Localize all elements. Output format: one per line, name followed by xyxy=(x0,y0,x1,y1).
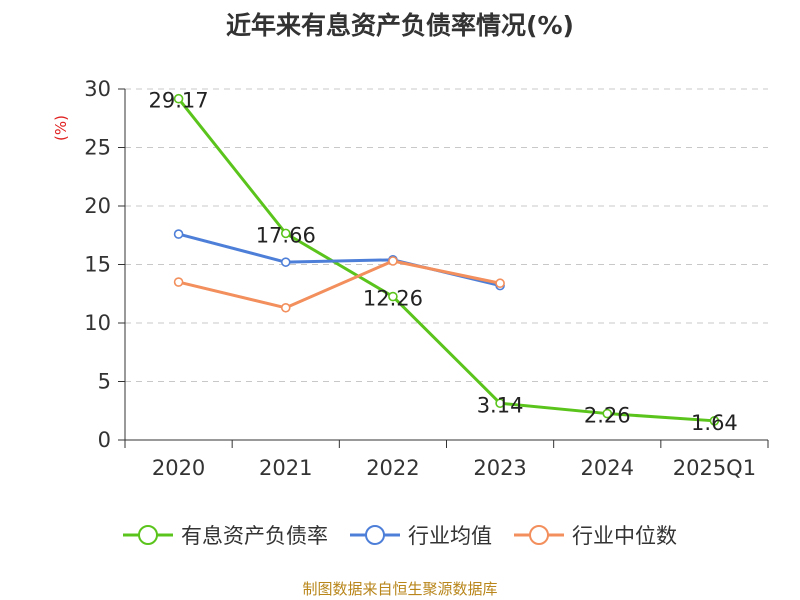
series-lines xyxy=(173,93,720,426)
y-tick-label: 10 xyxy=(84,311,111,335)
legend-swatch-icon xyxy=(123,525,173,545)
data-label: 29.17 xyxy=(149,89,209,113)
legend-item[interactable]: 行业中位数 xyxy=(514,520,677,550)
data-point xyxy=(280,302,291,313)
x-tick-label: 2025Q1 xyxy=(673,456,756,480)
grid-lines xyxy=(125,88,768,382)
data-point xyxy=(173,277,184,287)
series-0 xyxy=(173,93,720,426)
series-2 xyxy=(173,256,505,313)
x-tick-label: 2021 xyxy=(259,456,312,480)
data-point xyxy=(173,93,184,104)
x-tick-label: 2022 xyxy=(366,456,419,480)
y-tick-label: 15 xyxy=(84,253,111,277)
data-point xyxy=(173,229,184,239)
x-tick-label: 2023 xyxy=(473,456,526,480)
legend-label: 有息资产负债率 xyxy=(181,524,328,548)
data-point xyxy=(709,416,720,426)
data-label: 3.14 xyxy=(477,393,524,417)
series-line xyxy=(178,259,501,310)
legend: 有息资产负债率 行业均值 行业中位数 xyxy=(0,520,800,550)
legend-label: 行业中位数 xyxy=(572,524,677,548)
x-tick-label: 2020 xyxy=(152,456,205,480)
series-1 xyxy=(173,229,505,291)
axes: 0 5 10 15 20 25 30 2020 2021 2022 2023 2024 2025Q1 (%… xyxy=(52,77,769,480)
y-tick-label: 5 xyxy=(98,370,111,394)
legend-swatch-icon xyxy=(350,525,400,545)
data-label: 1.64 xyxy=(691,411,738,435)
y-tick-label: 30 xyxy=(84,77,111,101)
y-tick-label: 20 xyxy=(84,194,111,218)
data-point xyxy=(495,398,505,409)
chart-title: 近年来有息资产负债率情况(%) xyxy=(226,11,574,40)
y-tick-label: 0 xyxy=(98,428,111,452)
legend-swatch-icon xyxy=(514,525,564,545)
y-axis-label: (%) xyxy=(52,115,70,141)
data-label: 17.66 xyxy=(256,223,316,247)
legend-item[interactable]: 行业均值 xyxy=(350,520,492,550)
legend-item[interactable]: 有息资产负债率 xyxy=(123,520,328,550)
data-label: 12.26 xyxy=(363,287,423,311)
series-line xyxy=(177,97,715,423)
x-tick-label: 2024 xyxy=(581,456,634,480)
data-point xyxy=(388,291,398,302)
legend-label: 行业均值 xyxy=(408,524,492,548)
data-point xyxy=(495,278,505,289)
data-point xyxy=(280,228,291,239)
data-point xyxy=(602,408,613,419)
data-labels: 29.17 17.66 12.26 3.14 2.26 1.64 xyxy=(149,89,738,435)
series-line xyxy=(178,232,501,288)
source-note: 制图数据来自恒生聚源数据库 xyxy=(302,580,498,598)
data-point xyxy=(388,256,398,266)
data-label: 2.26 xyxy=(584,404,631,428)
data-point xyxy=(280,257,291,267)
y-tick-label: 25 xyxy=(84,136,111,160)
